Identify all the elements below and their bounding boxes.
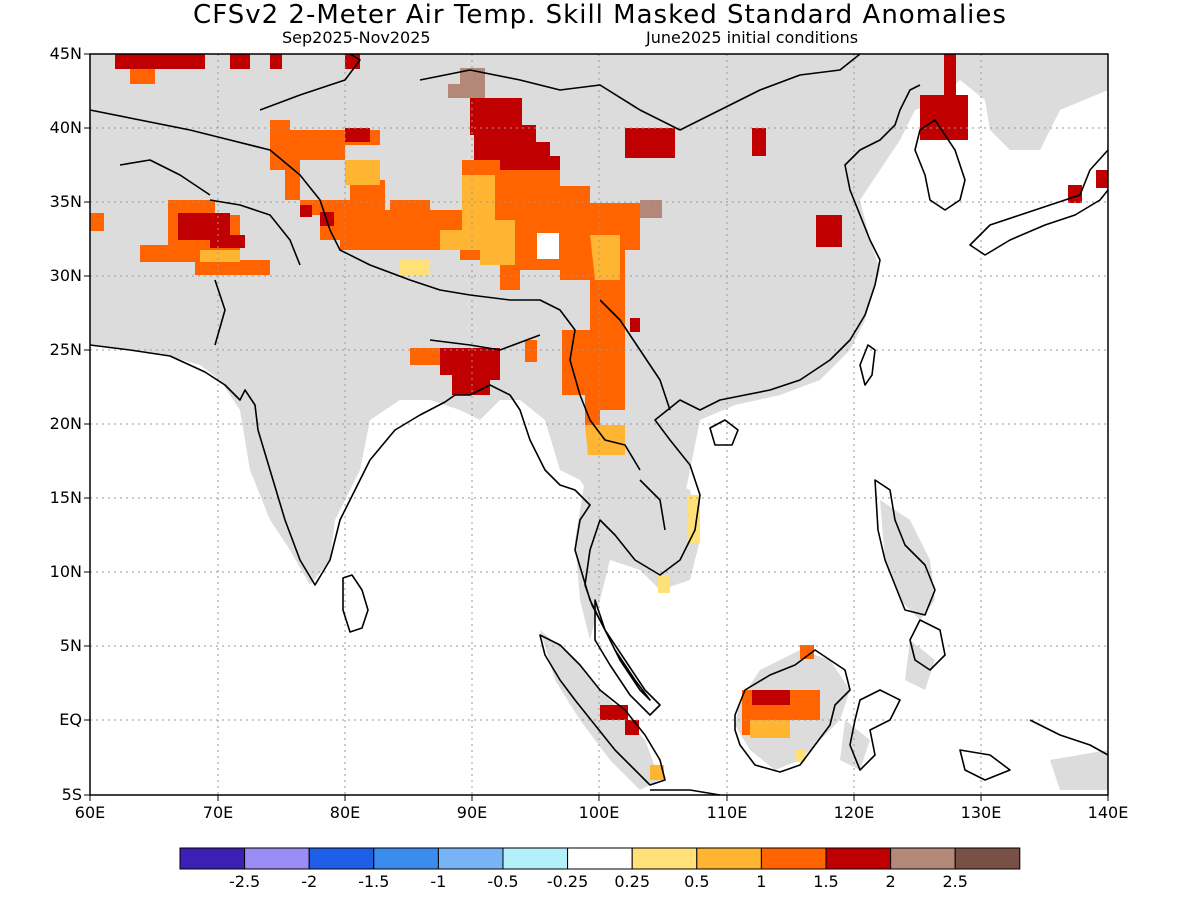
lon-label: 110E: [706, 803, 748, 822]
colorbar-label: -2: [301, 872, 318, 891]
lat-label: 10N: [49, 562, 82, 581]
lat-label: 5N: [59, 636, 82, 655]
colorbar-swatch: [179, 847, 246, 870]
colorbar-label: -0.25: [546, 872, 589, 891]
colorbar-swatch: [825, 847, 892, 870]
colorbar-swatch: [567, 847, 633, 870]
colorbar-label: 0.5: [684, 872, 710, 891]
colorbar-swatch: [244, 847, 310, 870]
lat-label: 20N: [49, 414, 82, 433]
lon-label: 70E: [202, 803, 234, 822]
lat-label: 5S: [61, 785, 82, 804]
colorbar-swatch: [890, 847, 956, 870]
lon-label: 120E: [833, 803, 875, 822]
lon-label: 140E: [1087, 803, 1129, 822]
lat-label: 35N: [49, 192, 82, 211]
colorbar-label: -1: [430, 872, 447, 891]
tick-marks: [84, 53, 1109, 801]
colorbar-swatch: [502, 847, 569, 870]
grid-lines: [90, 54, 1108, 795]
lat-label: 15N: [49, 488, 82, 507]
lon-label: 130E: [960, 803, 1002, 822]
lon-label: 80E: [329, 803, 361, 822]
colorbar-swatch: [760, 847, 827, 870]
lat-label: 40N: [49, 118, 82, 137]
lat-label: 25N: [49, 340, 82, 359]
lon-label: 60E: [74, 803, 106, 822]
colorbar-swatch: [437, 847, 504, 870]
lat-label: 45N: [49, 44, 82, 63]
colorbar-label: 2.5: [942, 872, 968, 891]
colorbar: [179, 847, 1021, 870]
colorbar-label: 0.25: [614, 872, 650, 891]
colorbar-swatch: [631, 847, 698, 870]
colorbar-swatch: [696, 847, 762, 870]
anomaly-cells: [90, 54, 1108, 780]
coastlines: [89, 53, 1109, 796]
colorbar-swatch: [954, 847, 1021, 870]
lon-label: 90E: [456, 803, 488, 822]
colorbar-label: 1: [756, 872, 767, 891]
season-subtitle: Sep2025-Nov2025: [282, 28, 431, 47]
lat-label: 30N: [49, 266, 82, 285]
colorbar-label: -1.5: [358, 872, 390, 891]
colorbar-label: -0.5: [487, 872, 519, 891]
map-title: CFSv2 2-Meter Air Temp. Skill Masked Sta…: [193, 0, 1007, 30]
initial-conditions-subtitle: June2025 initial conditions: [646, 28, 859, 47]
colorbar-swatch: [308, 847, 375, 870]
lon-label: 100E: [578, 803, 620, 822]
colorbar-label: 2: [885, 872, 896, 891]
lat-label: EQ: [59, 710, 82, 729]
colorbar-swatch: [373, 847, 439, 870]
colorbar-label: 1.5: [813, 872, 839, 891]
colorbar-label: -2.5: [228, 872, 261, 891]
